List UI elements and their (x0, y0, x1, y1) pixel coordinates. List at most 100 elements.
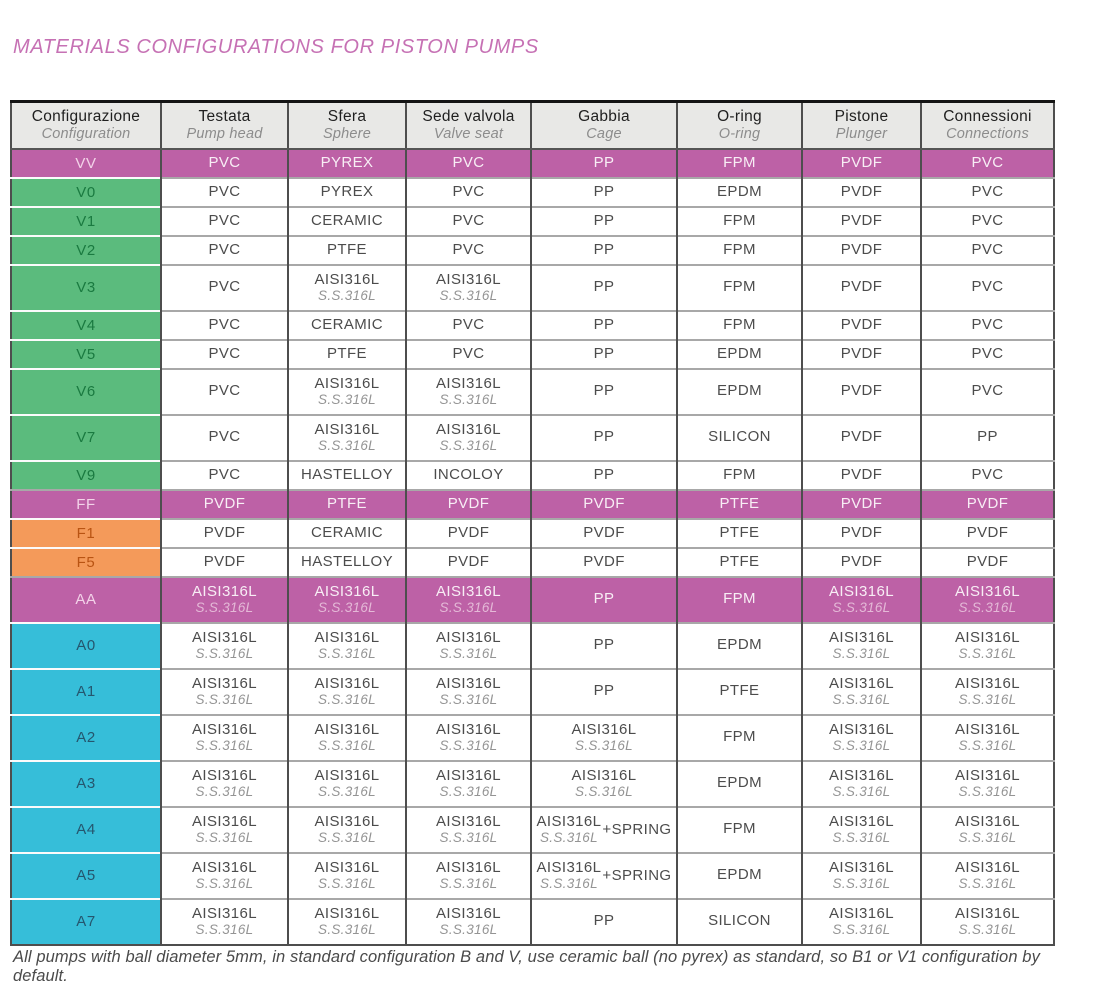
table-row-v3: V3 PVC AISI316L S.S.316L AISI316L S.S.316L PP F… (11, 263, 1054, 311)
material-cell: PVDF (801, 517, 921, 548)
material-subname: S.S.316L (195, 600, 254, 616)
config-cell-v2: V2 (11, 234, 161, 265)
material-name: SILICON (708, 912, 771, 930)
material-subname: S.S.316L (832, 692, 891, 708)
material-subname: S.S.316L (958, 830, 1017, 846)
material-cell: HASTELLOY (287, 546, 406, 577)
material-cell: AISI316L S.S.316L (405, 413, 531, 461)
config-cell-f5: F5 (11, 546, 161, 577)
column-label-en: Plunger (835, 126, 888, 143)
column-label-it: Sfera (327, 108, 367, 126)
material-name: FPM (723, 153, 756, 171)
material-name: PTFE (327, 494, 367, 512)
material-cell: AISI316L S.S.316L (920, 575, 1054, 623)
material-value: PVDF (967, 495, 1009, 513)
material-name: PVDF (203, 552, 246, 570)
material-name: PVDF (966, 523, 1009, 541)
material-cell: FPM (676, 575, 802, 623)
material-name: AISI316L (829, 720, 894, 738)
material-subname: S.S.316L (318, 288, 376, 304)
material-value: PYREX (321, 183, 374, 201)
material-value: FPM (723, 153, 756, 172)
material-name: CERAMIC (311, 523, 383, 541)
material-subname: S.S.316L (439, 392, 498, 408)
material-value: PP (594, 316, 615, 334)
material-cell: AISI316L S.S.316L (405, 897, 531, 945)
material-cell: PYREX (287, 148, 406, 178)
material-value: PP (977, 429, 998, 446)
material-name: HASTELLOY (301, 552, 393, 570)
material-name: AISI316L (314, 270, 380, 288)
table-row-v2: V2 PVC PTFE PVC PP FPM PVDF PVC (11, 234, 1054, 265)
material-value: AISI316L S.S.316L (315, 721, 380, 754)
material-cell: PVC (160, 234, 288, 265)
footnote: All pumps with ball diameter 5mm, in sta… (13, 948, 1040, 985)
material-cell: AISI316L S.S.316L (801, 575, 921, 623)
material-name: FPM (723, 278, 756, 296)
material-name: INCOLOY (433, 465, 504, 483)
material-name: PP (593, 240, 615, 258)
material-cell: PVDF (160, 546, 288, 577)
material-cell: PVC (160, 367, 288, 415)
material-value: PVC (452, 154, 484, 172)
material-name: EPDM (717, 382, 762, 400)
material-name: AISI316L (192, 582, 257, 600)
material-value: PVDF (448, 495, 490, 513)
material-value: PTFE (720, 524, 760, 542)
material-name: AISI316L (571, 766, 637, 784)
table-row-f1: F1 PVDF CERAMIC PVDF PVDF PTFE PVDF PVDF (11, 517, 1054, 548)
material-value: FPM (723, 241, 756, 259)
material-cell: PVC (920, 148, 1054, 178)
material-value: AISI316L S.S.316L (537, 813, 602, 846)
material-value: AISI316L S.S.316L (829, 675, 894, 708)
material-value: FPM (723, 316, 756, 334)
material-value: PVC (208, 212, 240, 230)
material-value: AISI316L S.S.316L (192, 859, 257, 892)
material-cell: PVDF (405, 517, 531, 548)
material-value: AISI316L S.S.316L (955, 905, 1020, 938)
material-name: EPDM (717, 182, 762, 200)
material-value: PVDF (583, 494, 625, 513)
material-value: PVC (971, 241, 1003, 259)
material-name: PVC (971, 153, 1004, 171)
table-row-a1: A1 AISI316L S.S.316L AISI316L S.S.316L AISI31… (11, 667, 1054, 715)
material-cell: EPDM (676, 338, 802, 369)
material-cell: AISI316L S.S.316L (287, 621, 406, 669)
material-name: PVC (971, 465, 1004, 483)
material-cell: PP (530, 367, 677, 415)
material-value: PP (594, 183, 615, 201)
material-name: FPM (723, 820, 756, 838)
material-value: AISI316L S.S.316L (436, 905, 501, 938)
material-cell: AISI316L S.S.316L (405, 805, 531, 853)
material-value: PP (594, 683, 615, 700)
material-value: AISI316L S.S.316L (192, 721, 257, 754)
material-subname: S.S.316L (439, 784, 498, 800)
material-value: AISI316L S.S.316L (829, 720, 894, 754)
material-name: PVDF (583, 494, 625, 512)
material-name: AISI316L (829, 904, 894, 922)
material-subname: S.S.316L (958, 784, 1017, 800)
material-value: AISI316L S.S.316L (829, 859, 894, 892)
material-subname: S.S.316L (195, 738, 254, 754)
material-value: PP (594, 591, 615, 608)
material-cell: PP (530, 413, 677, 461)
material-cell: PVC (920, 459, 1054, 490)
material-name: PTFE (327, 344, 367, 362)
material-name: AISI316L (436, 420, 501, 438)
material-value: AISI316L S.S.316L (436, 813, 501, 846)
material-subname: S.S.316L (318, 438, 376, 454)
config-cell-v9: V9 (11, 459, 161, 490)
column-label-en: Valve seat (433, 126, 504, 143)
material-name: AISI316L (955, 720, 1020, 738)
column-header-cage: Gabbia Cage (530, 101, 677, 150)
material-value: AISI316L S.S.316L (436, 583, 501, 616)
material-value: AISI316L S.S.316L (192, 767, 257, 800)
material-cell: PP (530, 621, 677, 669)
material-value: AISI316L S.S.316L (571, 766, 637, 800)
material-name: EPDM (717, 866, 762, 884)
material-name: SILICON (708, 428, 771, 446)
material-cell: AISI316L S.S.316L (801, 621, 921, 669)
material-cell: PVC (405, 338, 531, 369)
material-cell: PP (530, 575, 677, 623)
